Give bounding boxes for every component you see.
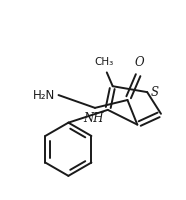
- Text: H₂N: H₂N: [33, 89, 56, 102]
- Text: NH: NH: [83, 112, 103, 125]
- Text: S: S: [151, 86, 159, 99]
- Text: O: O: [134, 56, 144, 69]
- Text: CH₃: CH₃: [94, 57, 113, 67]
